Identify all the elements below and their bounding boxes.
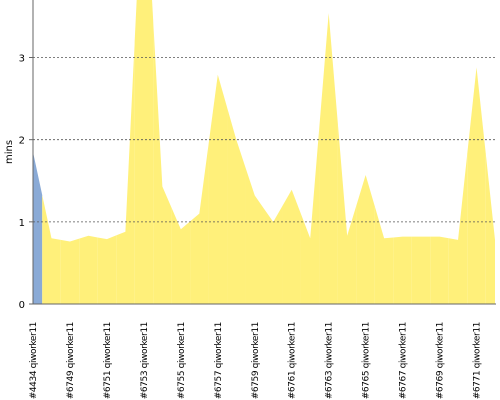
x-tick-label: #6757 qiworker11 bbox=[214, 322, 224, 399]
area-segment bbox=[190, 144, 209, 304]
area-segment bbox=[485, 153, 495, 304]
area-segment bbox=[79, 235, 98, 304]
area-segment bbox=[134, 0, 154, 304]
x-tick-label: #4434 qiworker11 bbox=[29, 322, 39, 399]
y-tick-label: 3 bbox=[19, 54, 25, 65]
x-tick-label: #6751 qiworker11 bbox=[103, 322, 113, 399]
area-segment bbox=[245, 167, 264, 304]
x-tick-label: #6753 qiworker11 bbox=[140, 322, 150, 399]
x-tick-label: #6749 qiworker11 bbox=[66, 322, 76, 399]
area-segment bbox=[60, 238, 80, 304]
area-segment bbox=[42, 195, 61, 304]
x-tick-label: #6769 qiworker11 bbox=[436, 322, 446, 399]
x-tick-label: #6767 qiworker11 bbox=[399, 322, 409, 399]
area-segment bbox=[116, 41, 135, 304]
y-tick-label: 0 bbox=[19, 300, 25, 311]
x-tick-label: #6761 qiworker11 bbox=[288, 322, 298, 399]
x-tick-label: #6771 qiworker11 bbox=[473, 322, 483, 399]
area-segment bbox=[356, 175, 375, 304]
area-segment bbox=[319, 13, 338, 304]
area-segment bbox=[33, 152, 43, 304]
area-segment bbox=[430, 236, 449, 304]
area-segment bbox=[300, 125, 320, 304]
y-tick-label: 1 bbox=[19, 218, 25, 229]
area-segment bbox=[153, 19, 172, 304]
area-segment bbox=[337, 124, 357, 304]
x-tick-label: #6759 qiworker11 bbox=[251, 322, 261, 399]
y-axis-label: mins bbox=[4, 140, 15, 164]
x-tick-label: #6765 qiworker11 bbox=[362, 322, 372, 399]
area-segment bbox=[467, 67, 486, 304]
y-tick-label: 2 bbox=[19, 136, 25, 147]
area-segment bbox=[97, 235, 117, 304]
x-tick-label: #6763 qiworker11 bbox=[325, 322, 335, 399]
area-segment bbox=[282, 189, 301, 304]
area-segment bbox=[393, 236, 412, 304]
area-segment bbox=[448, 153, 468, 304]
area-segment bbox=[264, 205, 283, 304]
area-segment bbox=[208, 74, 228, 304]
area-segment bbox=[411, 236, 431, 304]
area-segment bbox=[171, 207, 191, 304]
area-segment bbox=[374, 206, 394, 304]
x-tick-label: #6755 qiworker11 bbox=[177, 322, 187, 399]
area-segment bbox=[227, 107, 246, 304]
plot-area bbox=[33, 0, 495, 304]
